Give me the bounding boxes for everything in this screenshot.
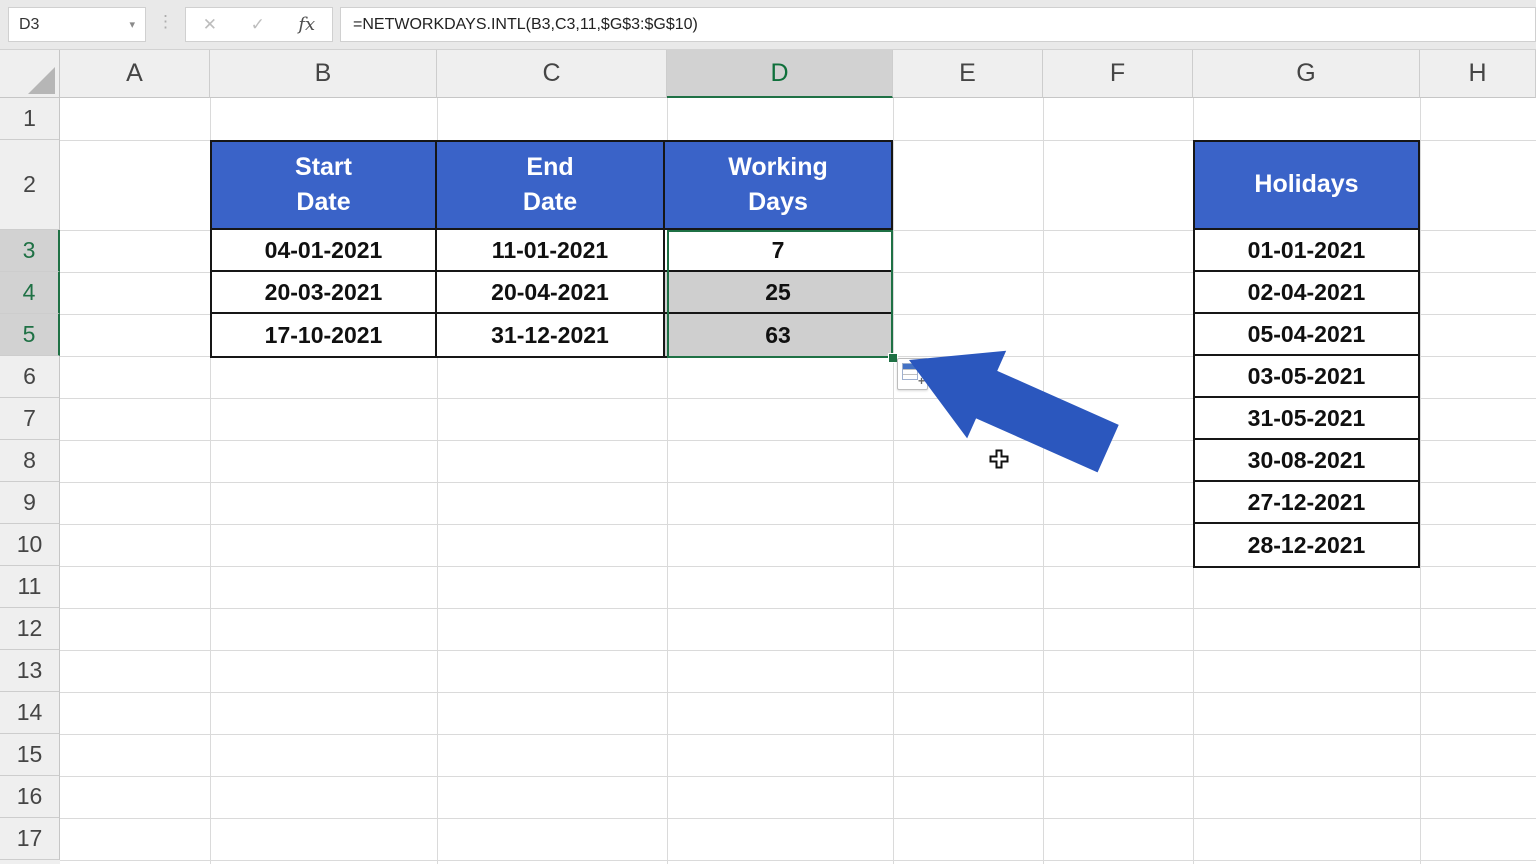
gridline	[60, 440, 1536, 441]
cell-g3[interactable]: 01-01-2021	[1195, 230, 1418, 272]
gridline	[60, 398, 1536, 399]
formula-toolbar: D3 ▾ ⋮ ✕ ✓ fx =NETWORKDAYS.INTL(B3,C3,11…	[0, 0, 1536, 50]
cell-d3-active[interactable]: 7	[665, 230, 891, 272]
start-date-header-cell[interactable]: Start Date	[212, 142, 437, 230]
gridline	[667, 98, 668, 864]
holidays-header-cell[interactable]: Holidays	[1195, 142, 1418, 230]
row-headers: 1 2 3 4 5 6 7 8 9 10 11 12 13 14 15 16 1…	[0, 98, 60, 864]
cell-g5[interactable]: 05-04-2021	[1195, 314, 1418, 356]
row-header-3[interactable]: 3	[0, 230, 60, 272]
gridline	[60, 482, 1536, 483]
cell-b3[interactable]: 04-01-2021	[212, 230, 437, 272]
holidays-table: Holidays 01-01-2021 02-04-2021 05-04-202…	[1193, 140, 1420, 568]
formula-input[interactable]: =NETWORKDAYS.INTL(B3,C3,11,$G$3:$G$10)	[340, 7, 1536, 42]
chevron-down-icon[interactable]: ▾	[129, 19, 135, 31]
row-header-5[interactable]: 5	[0, 314, 60, 356]
cancel-icon[interactable]: ✕	[202, 14, 218, 34]
cell-c3[interactable]: 11-01-2021	[437, 230, 665, 272]
plus-icon: +	[917, 374, 925, 388]
gridline	[1043, 98, 1044, 864]
row-header-1[interactable]: 1	[0, 98, 60, 140]
column-header-d[interactable]: D	[667, 50, 893, 98]
cell-g10[interactable]: 28-12-2021	[1195, 524, 1418, 566]
column-header-b[interactable]: B	[210, 50, 437, 98]
gridline	[60, 524, 1536, 525]
row-header-13[interactable]: 13	[0, 650, 60, 692]
cell-g4[interactable]: 02-04-2021	[1195, 272, 1418, 314]
gridline	[210, 98, 211, 864]
row-header-15[interactable]: 15	[0, 734, 60, 776]
cell-c5[interactable]: 31-12-2021	[437, 314, 665, 356]
end-date-header-cell[interactable]: End Date	[437, 142, 665, 230]
gridline	[60, 650, 1536, 651]
row-header-10[interactable]: 10	[0, 524, 60, 566]
gridline	[60, 566, 1536, 567]
gridline	[60, 692, 1536, 693]
formula-button-group: ✕ ✓ fx	[185, 7, 333, 42]
gridline	[60, 734, 1536, 735]
gridline	[60, 776, 1536, 777]
column-header-h[interactable]: H	[1420, 50, 1536, 98]
cell-b4[interactable]: 20-03-2021	[212, 272, 437, 314]
row-header-12[interactable]: 12	[0, 608, 60, 650]
gridline	[1420, 98, 1421, 864]
autofill-table-icon	[902, 363, 918, 380]
spreadsheet: A B C D E F G H 1 2 3 4 5 6 7 8 9 10 11 …	[0, 50, 1536, 864]
cell-d5[interactable]: 63	[665, 314, 891, 356]
column-header-a[interactable]: A	[60, 50, 210, 98]
insert-function-icon[interactable]: fx	[298, 14, 316, 35]
select-all-button[interactable]	[0, 50, 60, 98]
cell-g7[interactable]: 31-05-2021	[1195, 398, 1418, 440]
cell-g9[interactable]: 27-12-2021	[1195, 482, 1418, 524]
row-header-6[interactable]: 6	[0, 356, 60, 398]
column-header-c[interactable]: C	[437, 50, 667, 98]
row-header-2[interactable]: 2	[0, 140, 60, 230]
accept-icon[interactable]: ✓	[250, 14, 265, 34]
gridline	[60, 860, 1536, 861]
working-days-table: Start Date End Date Working Days 04-01-2…	[210, 140, 893, 358]
autofill-options-button[interactable]: +	[897, 358, 928, 390]
gridline	[437, 98, 438, 864]
gridline	[893, 98, 894, 864]
name-box-value: D3	[19, 15, 40, 33]
row-header-9[interactable]: 9	[0, 482, 60, 524]
column-headers: A B C D E F G H	[60, 50, 1536, 98]
cell-b5[interactable]: 17-10-2021	[212, 314, 437, 356]
row-header-4[interactable]: 4	[0, 272, 60, 314]
name-box[interactable]: D3 ▾	[8, 7, 146, 42]
cell-c4[interactable]: 20-04-2021	[437, 272, 665, 314]
column-header-g[interactable]: G	[1193, 50, 1420, 98]
column-header-f[interactable]: F	[1043, 50, 1193, 98]
gridline	[60, 608, 1536, 609]
cell-g8[interactable]: 30-08-2021	[1195, 440, 1418, 482]
select-all-triangle-icon	[28, 67, 55, 94]
row-header-11[interactable]: 11	[0, 566, 60, 608]
cell-d4[interactable]: 25	[665, 272, 891, 314]
overflow-dots-icon: ⋮	[157, 12, 174, 31]
working-days-header-cell[interactable]: Working Days	[665, 142, 891, 230]
row-header-8[interactable]: 8	[0, 440, 60, 482]
cell-g6[interactable]: 03-05-2021	[1195, 356, 1418, 398]
row-header-14[interactable]: 14	[0, 692, 60, 734]
row-header-7[interactable]: 7	[0, 398, 60, 440]
cell-cursor-icon	[989, 449, 1009, 469]
column-header-e[interactable]: E	[893, 50, 1043, 98]
gridline	[60, 818, 1536, 819]
row-header-17[interactable]: 17	[0, 818, 60, 860]
row-header-16[interactable]: 16	[0, 776, 60, 818]
